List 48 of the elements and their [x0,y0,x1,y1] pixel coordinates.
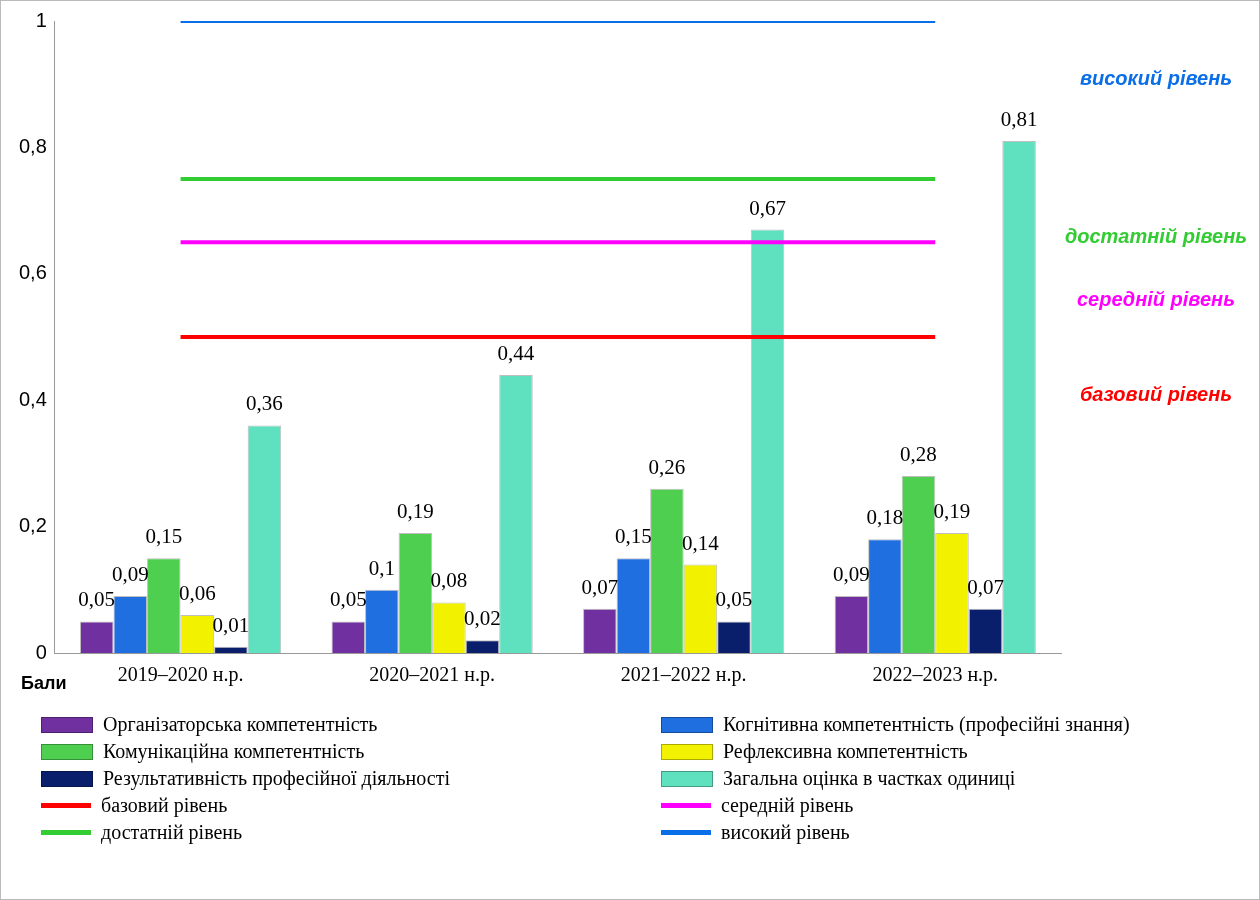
data-label: 0,09 [833,562,870,587]
x-tick-label: 2022–2023 н.р. [872,663,999,687]
y-tick-label: 0,4 [18,387,47,410]
data-label: 0,19 [933,498,971,523]
y-tick-label: 0,8 [18,134,47,157]
data-label: 0,81 [1000,107,1038,132]
legend-label: достатній рівень [101,821,243,844]
data-label: 0,05 [715,587,753,612]
legend-label: Результативність професійної діяльності [103,767,450,790]
data-label: 0,67 [749,195,786,220]
legend-label: Рефлексивна компетентність [723,740,968,763]
text: достатній рівень [1064,224,1248,247]
legend-label: високий рівень [721,821,850,844]
data-label: 0,44 [497,340,535,365]
y-axis-title: Бали [21,673,67,694]
text: високий рівень [1079,66,1233,89]
data-label: 0,01 [212,612,250,637]
data-label: 0,18 [866,505,904,530]
data-label: 0,05 [329,587,367,612]
data-label: 0,06 [178,581,216,606]
legend-label: Когнітивна компетентність (професійні знання) [723,713,1130,736]
data-label: 0,07 [581,574,619,599]
data-label: 0,19 [396,498,434,523]
data-label: 0,15 [614,524,652,549]
legend-label: Загальна оцінка в частках одиниці [723,767,1016,790]
text: середній рівень [1076,287,1236,310]
data-label: 0,36 [246,391,283,416]
y-tick-label: 0 [35,640,47,663]
data-label: 0,05 [78,587,116,612]
legend-label: базовий рівень [101,794,228,817]
data-label: 0,15 [145,524,183,549]
y-tick-label: 1 [35,8,47,31]
data-label: 0,08 [430,568,468,593]
x-tick-label: 2019–2020 н.р. [117,663,244,687]
data-label: 0,26 [648,454,686,479]
text: базовий рівень [1079,382,1233,405]
data-label: 0,09 [111,562,149,587]
y-tick-label: 0,6 [18,261,47,284]
data-label: 0,07 [967,574,1004,599]
data-label: 0,28 [900,442,937,467]
legend-label: Організаторська компетентність [103,713,378,736]
y-tick-label: 0,2 [18,514,47,537]
x-tick-label: 2020–2021 н.р. [369,663,495,687]
data-label: 0,14 [682,530,720,555]
data-label: 0,1 [368,555,395,580]
legend-label: Комунікаційна компетентність [103,740,365,763]
legend-label: середній рівень [721,794,854,817]
x-tick-label: 2021–2022 н.р. [620,663,747,687]
